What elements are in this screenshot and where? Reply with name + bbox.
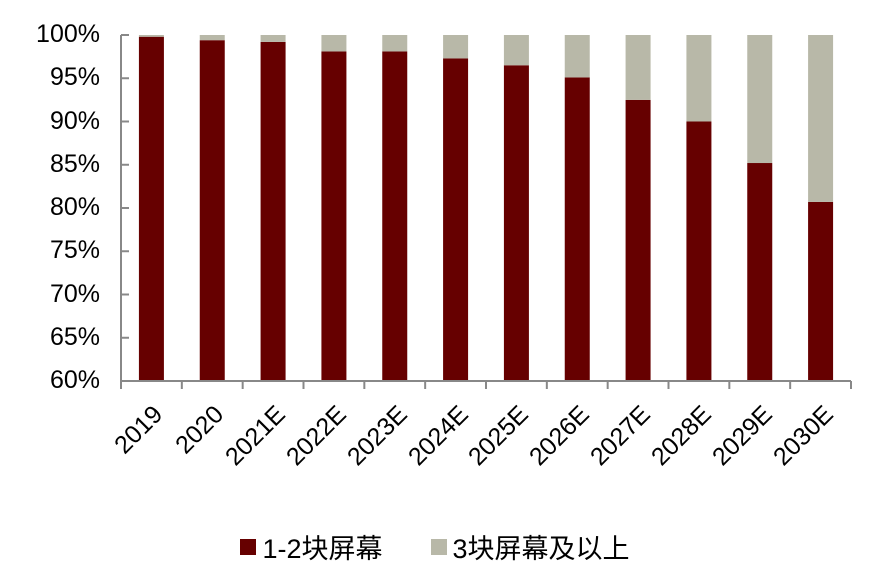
bar-segment-3plus-screens [199, 35, 225, 41]
y-tick-label: 90% [49, 106, 100, 135]
bar-segment-3plus-screens [747, 35, 773, 164]
legend: 1-2块屏幕 3块屏幕及以上 [0, 527, 870, 566]
y-tick-label: 95% [49, 63, 100, 92]
bar-group [321, 35, 347, 382]
y-tick-label: 65% [49, 322, 100, 351]
bar-segment-3plus-screens [808, 35, 834, 202]
bar-segment-3plus-screens [138, 35, 164, 37]
y-tick-label: 60% [49, 366, 100, 394]
bar-group [625, 35, 651, 381]
bar-group [747, 35, 773, 381]
bar-group [382, 35, 408, 382]
bar-segment-3plus-screens [686, 35, 712, 122]
bar-group [808, 35, 834, 381]
bar-segment-3plus-screens [564, 35, 590, 78]
bar-segment-3plus-screens [503, 35, 529, 66]
y-tick-label: 80% [49, 193, 100, 221]
bar-segment-1-2-screens [138, 36, 164, 381]
bar-segment-1-2-screens [747, 163, 773, 381]
bar-segment-1-2-screens [199, 40, 225, 381]
legend-swatch-1-2-screens [240, 538, 257, 555]
bar-segment-1-2-screens [382, 51, 408, 382]
bar-segment-3plus-screens [321, 35, 347, 52]
y-tick-label: 100% [36, 20, 100, 48]
bar-group [443, 35, 469, 381]
bar-group [260, 35, 286, 382]
bar-segment-1-2-screens [808, 201, 834, 381]
bar-segment-1-2-screens [443, 58, 469, 381]
bar-group [199, 35, 225, 381]
y-tick-label: 85% [49, 149, 100, 178]
bar-segment-1-2-screens [260, 41, 286, 382]
bar-segment-1-2-screens [686, 121, 712, 381]
legend-item-1-2-screens: 1-2块屏幕 [240, 527, 383, 566]
bar-group [138, 35, 164, 381]
bar-segment-3plus-screens [260, 35, 286, 42]
bar-group [503, 35, 529, 382]
legend-label: 3块屏幕及以上 [452, 534, 630, 564]
y-tick-label: 75% [49, 236, 100, 265]
bar-segment-1-2-screens [503, 65, 529, 382]
bar-group [564, 35, 590, 381]
legend-swatch-3plus-screens [430, 538, 447, 555]
bar-segment-3plus-screens [382, 35, 408, 52]
legend-label: 1-2块屏幕 [262, 534, 383, 564]
bar-segment-1-2-screens [564, 77, 590, 381]
legend-item-3plus-screens: 3块屏幕及以上 [430, 527, 630, 566]
bar-segment-1-2-screens [321, 51, 347, 382]
bar-group [686, 35, 712, 381]
bar-segment-3plus-screens [625, 35, 651, 100]
y-tick-label: 70% [49, 279, 100, 308]
bar-segment-3plus-screens [443, 35, 469, 59]
bar-segment-1-2-screens [625, 99, 651, 381]
